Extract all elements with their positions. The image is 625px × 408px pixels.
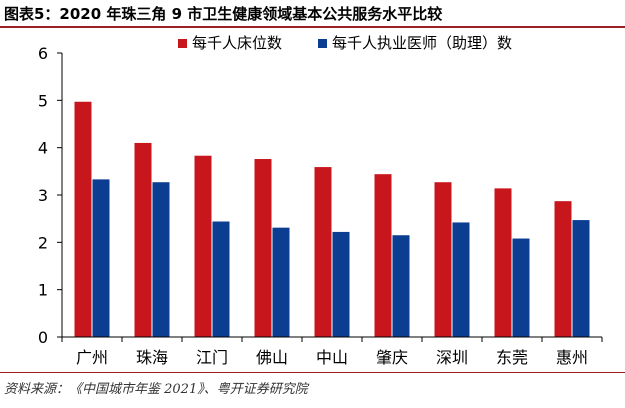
bar (74, 101, 92, 338)
x-tick-label: 中山 (316, 348, 348, 367)
bar (494, 188, 512, 337)
bar (254, 159, 272, 337)
bar (512, 238, 530, 337)
y-axis: 0 1 2 3 4 5 6 (38, 44, 63, 347)
x-tick-label: 江门 (196, 348, 228, 367)
bar (152, 182, 170, 337)
x-tick-label: 佛山 (256, 348, 288, 367)
bar-group (74, 101, 590, 338)
y-tick-label: 0 (38, 328, 48, 347)
x-tick-label: 珠海 (136, 348, 168, 367)
y-tick-label: 5 (38, 91, 48, 110)
bar-chart: 每千人床位数 每千人执业医师（助理）数 0 1 2 3 4 5 6 广州 珠海 江门 佛山 中山 肇庆 深… (38, 34, 603, 367)
y-tick-label: 1 (38, 281, 48, 300)
x-tick-label: 深圳 (436, 348, 468, 367)
bar (392, 235, 410, 337)
bar (572, 220, 590, 337)
legend-swatch (178, 39, 187, 48)
title-rule (0, 26, 625, 28)
bar (332, 231, 350, 337)
bar (134, 142, 152, 337)
source-note: 资料来源：《中国城市年鉴 2021》、粤开证券研究院 (4, 382, 308, 397)
bar (452, 222, 470, 337)
x-tick-label: 广州 (76, 348, 108, 367)
bar (212, 221, 230, 337)
x-axis: 广州 珠海 江门 佛山 中山 肇庆 深圳 东莞 惠州 (61, 336, 603, 367)
y-tick-label: 3 (38, 186, 48, 205)
bar (554, 201, 572, 337)
figure-title: 图表5：2020 年珠三角 9 市卫生健康领域基本公共服务水平比较 (4, 5, 443, 23)
y-tick-label: 4 (38, 139, 48, 158)
x-tick-label: 惠州 (556, 348, 588, 367)
bar (314, 167, 332, 337)
x-tick-label: 肇庆 (376, 348, 408, 367)
y-tick-label: 6 (38, 44, 48, 63)
bar (272, 227, 290, 337)
bar (92, 179, 110, 337)
legend-label: 每千人执业医师（助理）数 (332, 34, 512, 52)
legend-label: 每千人床位数 (192, 34, 282, 52)
legend-swatch (318, 39, 327, 48)
x-tick-label: 东莞 (496, 348, 528, 367)
bar (374, 174, 392, 337)
chart-legend: 每千人床位数 每千人执业医师（助理）数 (178, 34, 512, 52)
bottom-rule (0, 372, 625, 373)
bar (194, 155, 212, 337)
y-tick-label: 2 (38, 233, 48, 252)
bar (434, 182, 452, 337)
